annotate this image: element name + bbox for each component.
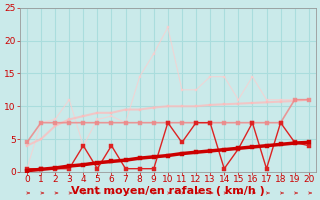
X-axis label: Vent moyen/en rafales ( km/h ): Vent moyen/en rafales ( km/h ) [71, 186, 265, 196]
